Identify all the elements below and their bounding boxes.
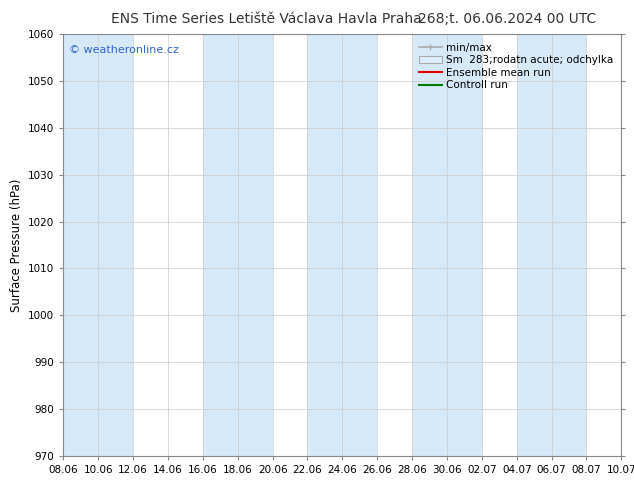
- Text: 268;t. 06.06.2024 00 UTC: 268;t. 06.06.2024 00 UTC: [418, 12, 597, 26]
- Bar: [307, 34, 377, 456]
- Bar: [412, 34, 482, 456]
- Text: © weatheronline.cz: © weatheronline.cz: [69, 45, 179, 55]
- Text: ENS Time Series Letiště Václava Havla Praha: ENS Time Series Letiště Václava Havla Pr…: [111, 12, 422, 26]
- Legend: min/max, Sm  283;rodatn acute; odchylka, Ensemble mean run, Controll run: min/max, Sm 283;rodatn acute; odchylka, …: [415, 40, 616, 94]
- Bar: [517, 34, 586, 456]
- Bar: [203, 34, 273, 456]
- Y-axis label: Surface Pressure (hPa): Surface Pressure (hPa): [10, 178, 23, 312]
- Bar: [63, 34, 133, 456]
